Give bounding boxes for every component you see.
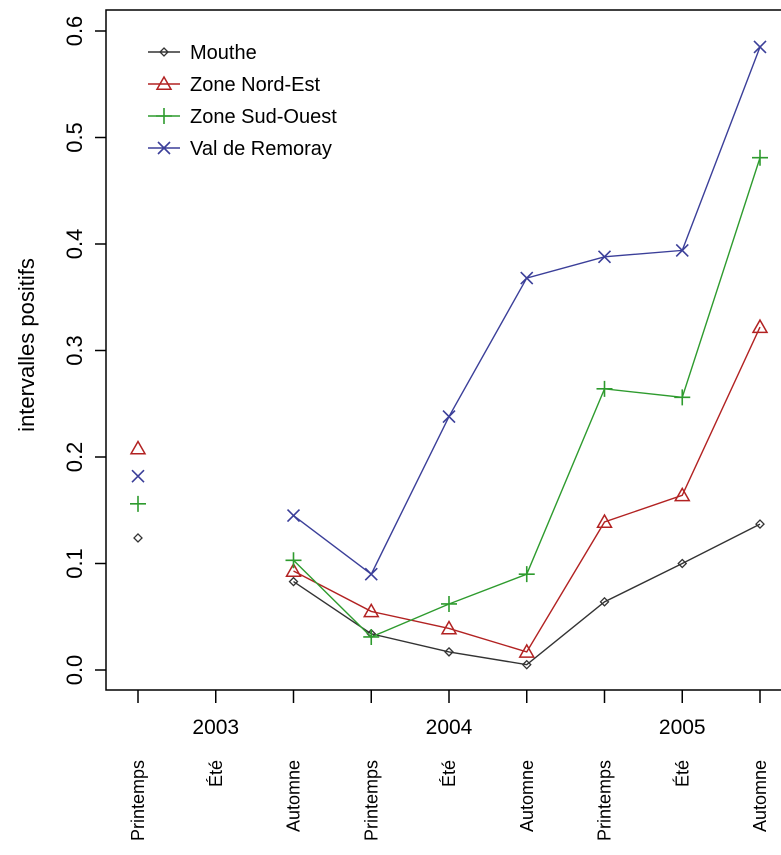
data-point-zone-sud-ouest	[596, 380, 613, 397]
data-point-mouthe	[755, 519, 765, 530]
legend: Mouthe Zone Nord-Est Zone Sud-Ouest Val de …	[148, 42, 337, 160]
data-point-zone-nord-est	[285, 562, 302, 577]
data-point-zone-sud-ouest	[441, 595, 457, 612]
data-point-zone-nord-est	[440, 619, 458, 635]
data-point-val-de-remoray	[364, 567, 378, 581]
series-zone-sud-ouest	[130, 149, 768, 645]
data-point-zone-sud-ouest	[518, 566, 535, 583]
y-tick-label: 0.4	[62, 229, 87, 260]
data-point-zone-sud-ouest	[674, 389, 691, 406]
legend-marker	[156, 108, 172, 124]
y-tick-label: 0.0	[62, 655, 87, 686]
legend-label: Zone Sud-Ouest	[190, 106, 337, 128]
y-tick-label: 0.3	[62, 335, 87, 366]
x-season-label: Automne	[750, 760, 770, 832]
legend-label: Val de Remoray	[190, 138, 332, 160]
data-point-zone-nord-est	[362, 602, 380, 618]
data-point-val-de-remoray	[442, 409, 456, 424]
y-axis-title: intervalles positifs	[14, 258, 39, 432]
legend-label: Zone Nord-Est	[190, 74, 320, 96]
data-point-zone-sud-ouest	[285, 552, 302, 569]
series-layer	[129, 40, 769, 670]
data-point-zone-nord-est	[673, 486, 691, 502]
legend-marker	[157, 141, 171, 155]
y-tick-label: 0.5	[62, 122, 87, 153]
data-point-mouthe	[521, 659, 532, 670]
x-season-label: Printemps	[128, 760, 148, 841]
x-axis: Printemps Été Automne Printemps Été Automne Pr…	[128, 690, 770, 841]
x-season-label: Printemps	[595, 760, 615, 841]
x-season-label: Automne	[284, 760, 304, 832]
x-season-label: Printemps	[361, 760, 381, 841]
series-val-de-remoray	[131, 40, 767, 581]
x-year-label: 2005	[659, 716, 706, 739]
x-season-label: Automne	[517, 760, 537, 832]
data-point-zone-nord-est	[129, 439, 147, 455]
legend-marker	[159, 47, 169, 57]
data-point-zone-nord-est	[751, 318, 769, 334]
data-point-zone-sud-ouest	[363, 628, 380, 645]
data-point-val-de-remoray	[131, 469, 145, 483]
y-tick-label: 0.2	[62, 442, 87, 473]
x-season-label: Été	[672, 760, 692, 787]
data-point-mouthe	[677, 558, 688, 569]
series-line-val-de-remoray	[293, 46, 761, 576]
data-point-val-de-remoray	[286, 509, 301, 523]
y-axis: 0.0 0.1 0.2 0.3 0.4 0.5 0.6	[62, 16, 106, 686]
data-point-val-de-remoray	[675, 243, 689, 257]
data-point-zone-sud-ouest	[752, 149, 768, 166]
x-season-label: Été	[439, 760, 459, 787]
data-point-mouthe	[133, 533, 143, 543]
data-point-mouthe	[444, 646, 454, 657]
data-point-mouthe	[599, 596, 610, 607]
data-point-zone-nord-est	[518, 643, 536, 658]
y-tick-label: 0.1	[62, 548, 87, 579]
legend-label: Mouthe	[190, 42, 257, 64]
x-year-label: 2004	[426, 716, 473, 739]
data-point-val-de-remoray	[597, 250, 612, 264]
data-point-val-de-remoray	[753, 40, 767, 54]
series-line-zone-nord-est	[293, 326, 761, 653]
data-point-val-de-remoray	[520, 271, 534, 285]
x-season-label: Été	[206, 760, 226, 787]
legend-marker	[155, 75, 173, 90]
x-year-label: 2003	[192, 716, 239, 739]
series-zone-nord-est	[129, 318, 769, 658]
series-mouthe	[133, 519, 765, 670]
data-point-zone-sud-ouest	[130, 495, 146, 512]
data-point-mouthe	[288, 576, 299, 587]
y-tick-label: 0.6	[62, 16, 87, 47]
data-point-zone-nord-est	[596, 513, 613, 528]
